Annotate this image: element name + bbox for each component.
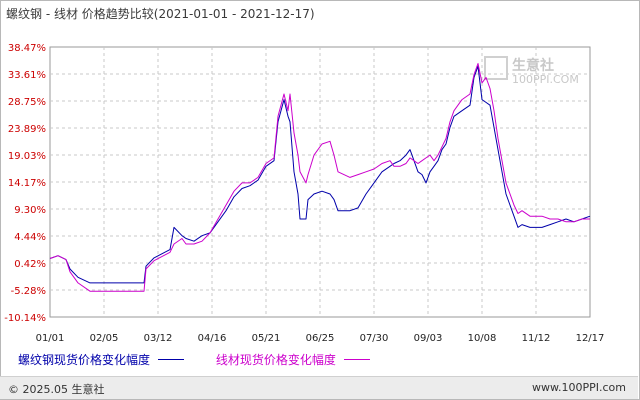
x-tick-label: 03/12: [144, 333, 173, 344]
series-line-rebar: [49, 65, 591, 284]
x-tick-label: 05/21: [252, 333, 281, 344]
x-tick-label: 02/05: [90, 333, 119, 344]
y-tick-label: 23.89%: [8, 124, 46, 135]
x-tick-label: 06/25: [306, 333, 335, 344]
y-tick-label: 0.42%: [14, 259, 46, 270]
y-tick-label: 14.17%: [8, 178, 46, 189]
x-tick-label: 07/30: [360, 333, 389, 344]
legend-label-rebar: 螺纹钢现货价格变化幅度: [18, 353, 151, 367]
legend: 螺纹钢现货价格变化幅度 线材现货价格变化幅度: [18, 351, 398, 368]
x-tick-label: 09/03: [414, 333, 443, 344]
x-tick-label: 11/12: [522, 333, 551, 344]
y-tick-label: 28.75%: [8, 97, 46, 108]
x-tick-label: 04/16: [198, 333, 227, 344]
watermark-url: 100PPI.COM: [512, 73, 579, 86]
legend-swatch-rebar: [158, 359, 185, 360]
legend-label-wire: 线材现货价格变化幅度: [215, 353, 336, 367]
footer-site-link[interactable]: www.100PPI.com: [532, 381, 626, 394]
y-tick-label: 4.44%: [14, 232, 46, 243]
y-tick-label: -10.14%: [4, 313, 46, 324]
watermark: 生意社 100PPI.COM: [484, 56, 579, 86]
footer-copyright: © 2025.05 生意社: [8, 383, 105, 396]
watermark-name: 生意社: [512, 57, 554, 74]
footer: © 2025.05 生意社 www.100PPI.com: [0, 376, 638, 399]
y-tick-label: 33.61%: [8, 70, 46, 81]
y-tick-label: 9.30%: [14, 205, 46, 216]
legend-swatch-wire: [343, 359, 370, 360]
y-axis-ticks: 38.47% 33.61% 28.75% 23.89% 19.03% 14.17% 9.30…: [4, 43, 46, 324]
y-tick-label: 19.03%: [8, 151, 46, 162]
legend-item-wire: 线材现货价格变化幅度: [216, 351, 370, 368]
x-axis-ticks: 01/01 02/05 03/12 04/16 05/21 06/25 07/30 09/03…: [36, 333, 605, 344]
series-line-wire: [49, 63, 590, 292]
legend-item-rebar: 螺纹钢现货价格变化幅度: [18, 351, 185, 368]
y-tick-label: -5.28%: [11, 286, 46, 297]
watermark-logo-icon: [484, 56, 508, 80]
chart-title: 螺纹钢 - 线材 价格趋势比较(2021-01-01 - 2021-12-17): [6, 7, 315, 21]
y-tick-label: 38.47%: [8, 43, 46, 54]
x-tick-label: 01/01: [36, 333, 65, 344]
x-tick-label: 12/17: [576, 333, 605, 344]
grid: [50, 47, 590, 317]
x-tick-label: 10/08: [468, 333, 497, 344]
series-lines: [49, 63, 591, 292]
